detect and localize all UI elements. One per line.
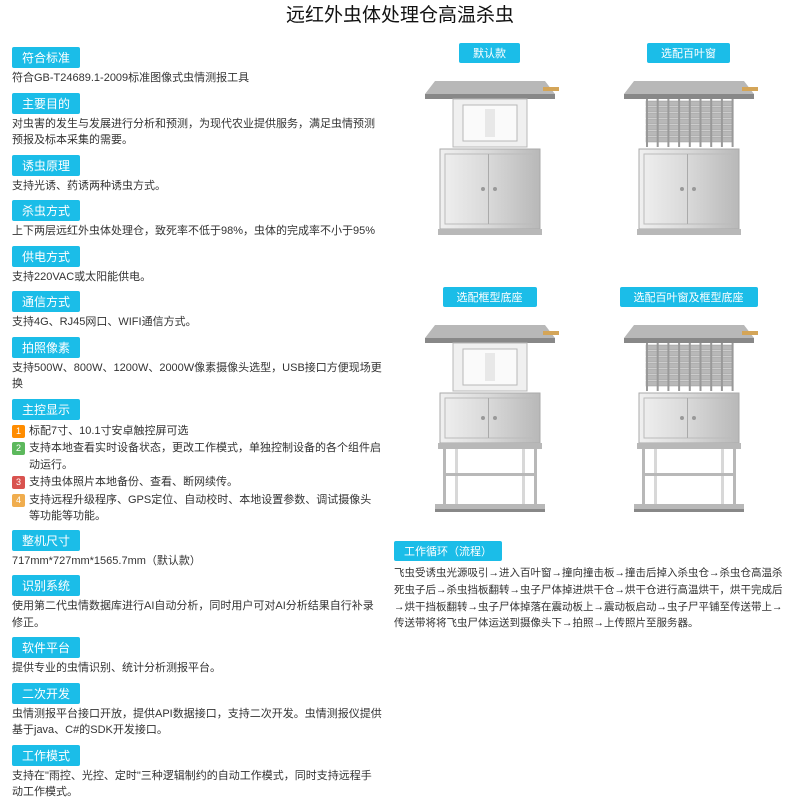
- device-illustration: [614, 313, 764, 523]
- section-body: 支持光诱、药诱两种诱虫方式。: [12, 178, 382, 195]
- variant-title: 选配框型底座: [443, 287, 537, 307]
- section-title: 软件平台: [12, 637, 80, 658]
- section-title: 主要目的: [12, 93, 80, 114]
- section-body: 支持在"雨控、光控、定时"三种逻辑制约的自动工作模式，同时支持远程手动工作模式。: [12, 768, 382, 801]
- number-badge: 2: [12, 442, 25, 455]
- variant-cell: 选配百叶窗及框型底座: [593, 287, 784, 523]
- display-item: 4 支持远程升级程序、GPS定位、自动校时、本地设置参数、调试摄像头等功能等功能。: [12, 492, 382, 525]
- section-title: 二次开发: [12, 683, 80, 704]
- section-title: 识别系统: [12, 575, 80, 596]
- variant-title: 默认款: [459, 43, 520, 63]
- display-item: 1 标配7寸、10.1寸安卓触控屏可选: [12, 423, 382, 440]
- section-body: 支持4G、RJ45网口、WIFI通信方式。: [12, 314, 382, 331]
- main-layout: 符合标准符合GB-T24689.1-2009标准图像式虫情测报工具主要目的对虫害…: [0, 35, 800, 811]
- section-body: 上下两层远红外虫体处理仓，致死率不低于98%，虫体的完成率不小于95%: [12, 223, 382, 240]
- variant-cell: 选配百叶窗: [593, 43, 784, 279]
- section-title: 整机尺寸: [12, 530, 80, 551]
- display-item-text: 标配7寸、10.1寸安卓触控屏可选: [29, 423, 189, 440]
- section-body: 717mm*727mm*1565.7mm（默认款）: [12, 553, 382, 570]
- section-title: 拍照像素: [12, 337, 80, 358]
- section-title: 杀虫方式: [12, 200, 80, 221]
- display-item: 3 支持虫体照片本地备份、查看、断网续传。: [12, 474, 382, 491]
- section-body: 支持220VAC或太阳能供电。: [12, 269, 382, 286]
- workflow-body: 飞虫受诱虫光源吸引→进入百叶窗→撞向撞击板→撞击后掉入杀虫仓→杀虫仓高温杀死虫子…: [394, 565, 784, 632]
- section-title: 通信方式: [12, 291, 80, 312]
- device-illustration: [415, 313, 565, 523]
- number-badge: 1: [12, 425, 25, 438]
- section-body: 符合GB-T24689.1-2009标准图像式虫情测报工具: [12, 70, 382, 87]
- variant-title: 选配百叶窗: [647, 43, 730, 63]
- variant-title: 选配百叶窗及框型底座: [620, 287, 758, 307]
- specs-column: 符合标准符合GB-T24689.1-2009标准图像式虫情测报工具主要目的对虫害…: [12, 43, 382, 803]
- section-title: 供电方式: [12, 246, 80, 267]
- number-badge: 4: [12, 494, 25, 507]
- section-body: 虫情测报平台接口开放，提供API数据接口，支持二次开发。虫情测报仪提供基于jav…: [12, 706, 382, 739]
- section-body: 提供专业的虫情识别、统计分析测报平台。: [12, 660, 382, 677]
- number-badge: 3: [12, 476, 25, 489]
- section-body: 对虫害的发生与发展进行分析和预测，为现代农业提供服务，满足虫情预测预报及标本采集…: [12, 116, 382, 149]
- section-title: 工作模式: [12, 745, 80, 766]
- section-title: 符合标准: [12, 47, 80, 68]
- main-display-title: 主控显示: [12, 399, 80, 420]
- display-item-text: 支持远程升级程序、GPS定位、自动校时、本地设置参数、调试摄像头等功能等功能。: [29, 492, 382, 525]
- workflow-title: 工作循环（流程）: [394, 541, 502, 561]
- section-body: 使用第二代虫情数据库进行AI自动分析，同时用户可对AI分析结果自行补录修正。: [12, 598, 382, 631]
- images-column: 默认款 选配百叶窗选配框型底座 选配百叶窗及框型底座 工作循环（流程） 飞虫受诱虫光…: [394, 43, 784, 803]
- section-title: 诱虫原理: [12, 155, 80, 176]
- device-illustration: [415, 69, 565, 279]
- variant-cell: 默认款: [394, 43, 585, 279]
- page-title: 远红外虫体处理仓高温杀虫: [0, 0, 800, 27]
- variant-cell: 选配框型底座: [394, 287, 585, 523]
- display-item-text: 支持本地查看实时设备状态，更改工作模式，单独控制设备的各个组件启动运行。: [29, 440, 382, 473]
- display-item-text: 支持虫体照片本地备份、查看、断网续传。: [29, 474, 238, 491]
- device-illustration: [614, 69, 764, 279]
- display-item: 2 支持本地查看实时设备状态，更改工作模式，单独控制设备的各个组件启动运行。: [12, 440, 382, 473]
- section-body: 支持500W、800W、1200W、2000W像素摄像头选型，USB接口方便现场…: [12, 360, 382, 393]
